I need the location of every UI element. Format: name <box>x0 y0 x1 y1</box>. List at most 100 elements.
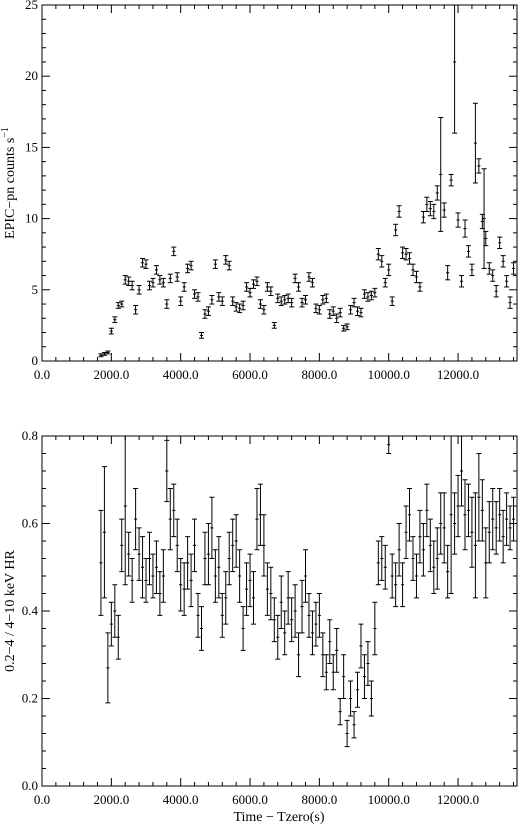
count-rate-data-point <box>223 255 229 265</box>
count-rate-data-point <box>420 210 426 224</box>
count-rate-data-point <box>198 332 204 339</box>
count-rate-data-point <box>230 296 236 306</box>
count-rate-data-point <box>493 285 499 298</box>
count-rate-data-point <box>365 292 371 302</box>
count-rate-x-tick-label: 12000.0 <box>437 367 479 382</box>
count-rate-data-point <box>261 304 267 315</box>
hardness-ratio-data-point <box>244 562 250 616</box>
count-rate-data-point <box>386 263 392 277</box>
hardness-ratio-data-point <box>264 562 270 616</box>
hardness-ratio-x-tick-label: 6000.0 <box>232 792 268 807</box>
hardness-ratio-data-point <box>348 680 354 717</box>
hardness-ratio-data-point <box>320 632 326 678</box>
count-rate-data-point <box>292 273 298 284</box>
hardness-ratio-data-point <box>431 540 437 594</box>
count-rate-data-point <box>481 168 487 269</box>
count-rate-data-point <box>472 102 478 184</box>
hardness-ratio-data-point <box>129 558 135 603</box>
hardness-ratio-data-point <box>157 571 163 616</box>
count-rate-data-point <box>313 303 319 314</box>
count-rate-data-point <box>185 263 191 274</box>
hardness-ratio-data-point <box>257 483 263 546</box>
hardness-ratio-data-point <box>434 527 440 590</box>
count-rate-data-point <box>452 5 458 134</box>
count-rate-data-point <box>434 185 440 201</box>
count-rate-data-point <box>320 294 326 305</box>
hardness-ratio-x-tick-label: 2000.0 <box>93 792 129 807</box>
hardness-ratio-data-point <box>205 523 211 586</box>
count-rate-y-tick-label: 15 <box>25 139 38 154</box>
hardness-ratio-data-point <box>407 488 413 542</box>
hardness-ratio-data-point <box>108 601 114 647</box>
count-rate-data-point <box>361 289 367 299</box>
count-rate-data-point <box>465 245 471 258</box>
count-rate-data-point <box>122 275 128 285</box>
count-rate-data-point <box>202 309 208 319</box>
count-rate-data-point <box>195 292 201 302</box>
count-rate-data-point <box>192 289 198 299</box>
count-rate-data-point <box>438 116 444 232</box>
count-rate-data-point <box>254 276 260 287</box>
count-rate-data-point <box>296 282 302 292</box>
count-rate-data-point <box>462 219 468 238</box>
hardness-ratio-data-point <box>178 558 184 612</box>
count-rate-y-tick-labels: 0 5 10 15 20 25 <box>25 0 38 368</box>
hardness-ratio-data-point <box>337 698 343 726</box>
hardness-ratio-data-point <box>490 488 496 551</box>
hardness-ratio-data-point <box>230 518 236 573</box>
count-rate-data-point <box>368 290 374 301</box>
count-rate-data-point <box>504 275 510 288</box>
hardness-ratio-y-tick-label: 0.8 <box>22 428 38 443</box>
count-rate-data-point <box>427 201 433 217</box>
hardness-ratio-data-point <box>365 641 371 686</box>
count-rate-x-tick-label: 4000.0 <box>163 367 199 382</box>
hardness-ratio-y-tick-label: 0.0 <box>22 778 38 793</box>
count-rate-panel: 0.0 2000.0 4000.0 6000.0 8000.0 10000.0 12000.… <box>0 0 518 382</box>
count-rate-data-point <box>372 287 378 298</box>
hardness-ratio-data-point <box>386 436 392 454</box>
hardness-ratio-data-point <box>400 562 406 608</box>
hardness-ratio-data-point <box>254 488 260 551</box>
count-rate-data-point <box>282 294 288 305</box>
count-rate-data-point <box>209 294 215 305</box>
hardness-ratio-data-point <box>417 509 423 564</box>
hardness-ratio-data-point <box>198 606 204 651</box>
hardness-ratio-x-tick-label: 4000.0 <box>163 792 199 807</box>
count-rate-data-point <box>150 277 156 288</box>
hardness-ratio-data-point <box>327 619 333 664</box>
count-rate-data-point <box>355 306 361 316</box>
hardness-ratio-data-point <box>216 536 222 599</box>
count-rate-data-point <box>417 282 423 292</box>
hardness-ratio-data-point <box>382 544 388 590</box>
count-rate-data-point <box>309 277 315 288</box>
hardness-ratio-x-tick-label: 0.0 <box>34 792 50 807</box>
hardness-ratio-data-point <box>278 575 284 629</box>
hardness-ratio-data-point <box>309 610 315 656</box>
hardness-ratio-data-point <box>493 501 499 555</box>
hardness-ratio-data-point <box>306 593 312 638</box>
count-rate-data-point <box>240 300 246 311</box>
hardness-ratio-data-point <box>122 436 128 586</box>
hardness-ratio-data-point <box>219 593 225 638</box>
hardness-ratio-data-point <box>268 566 274 621</box>
hardness-ratio-data-point <box>462 479 468 551</box>
count-rate-x-tick-label: 6000.0 <box>232 367 268 382</box>
count-rate-data-point <box>140 257 146 268</box>
hardness-ratio-data-point <box>389 553 395 599</box>
count-rate-x-tick-label: 2000.0 <box>93 367 129 382</box>
hardness-ratio-data-point <box>344 719 350 748</box>
hardness-ratio-data-point <box>303 549 309 603</box>
hardness-ratio-data-point <box>368 680 374 717</box>
count-rate-data-point <box>171 246 177 257</box>
hardness-ratio-x-tick-labels: 0.0 2000.0 4000.0 6000.0 8000.0 10000.0 12000.… <box>34 792 479 807</box>
hardness-ratio-data-point <box>410 536 416 581</box>
count-rate-data-point <box>486 262 492 275</box>
hardness-ratio-data-point <box>476 453 482 542</box>
hardness-ratio-data-point <box>448 436 454 594</box>
hardness-ratio-data-point <box>438 492 444 555</box>
count-rate-data-point <box>153 265 159 275</box>
hardness-ratio-data-point <box>420 523 426 577</box>
count-rate-data-point <box>323 293 329 304</box>
hardness-ratio-data-point <box>188 553 194 608</box>
